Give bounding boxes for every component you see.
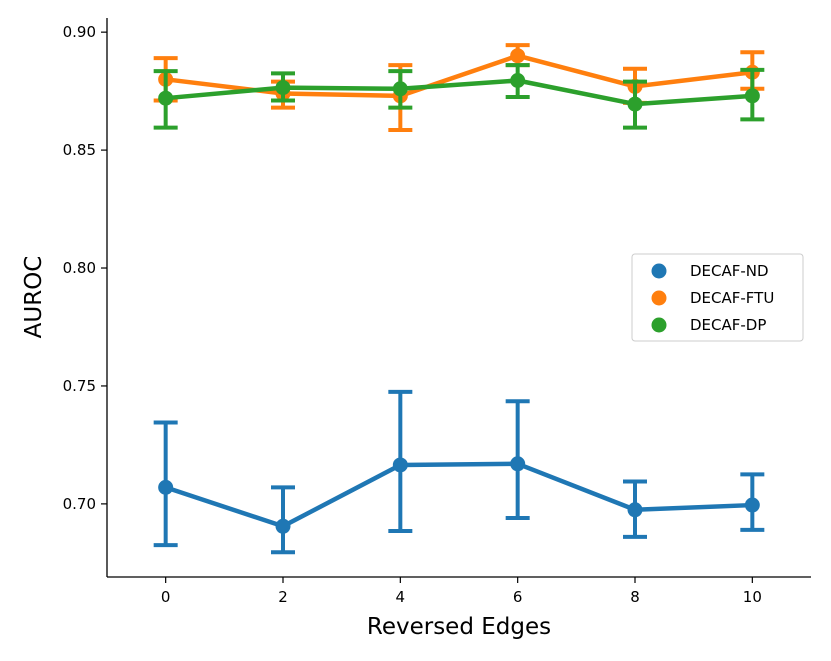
x-axis-title: Reversed Edges [367,614,551,640]
data-point [275,80,291,96]
plot-area [153,43,765,555]
axes: 0 2 4 6 8 10 0.70 0.75 0.80 0.85 0.90 Reversed Ed… [21,18,811,640]
x-tick-label: 8 [630,588,640,606]
y-tick-label: 0.85 [63,141,96,159]
data-point [744,88,760,104]
legend-marker [651,263,667,279]
data-point [627,502,643,518]
legend-label: DECAF-FTU [690,289,774,307]
legend-label: DECAF-ND [690,262,769,280]
x-tick-label: 2 [278,588,288,606]
series-decaf-dp [153,63,765,130]
series-line [165,78,753,107]
legend-frame [631,253,804,342]
y-tick-label: 0.90 [63,23,96,41]
data-point [510,73,526,89]
legend-marker [651,290,667,306]
y-tick-label: 0.70 [63,495,96,513]
y-ticks: 0.70 0.75 0.80 0.85 0.90 [63,23,107,513]
x-tick-label: 0 [161,588,171,606]
y-axis-title: AUROC [21,256,47,339]
x-tick-label: 4 [396,588,406,606]
x-tick-label: 6 [513,588,523,606]
data-point [392,457,408,473]
data-point [510,48,526,64]
series-decaf-nd [153,389,765,555]
legend-label: DECAF-DP [690,316,766,334]
y-tick-label: 0.75 [63,377,96,395]
y-tick-label: 0.80 [63,259,96,277]
data-point [392,81,408,97]
legend: DECAF-ND DECAF-FTU DECAF-DP [631,253,804,342]
legend-marker [651,317,667,333]
x-tick-label: 10 [743,588,762,606]
series-line [164,461,753,529]
data-point [744,497,760,513]
data-point [275,518,291,534]
data-point [158,90,174,106]
data-point [627,96,643,112]
data-point [510,456,526,472]
x-ticks: 0 2 4 6 8 10 [161,577,762,606]
series-decaf-ftu [153,43,765,133]
data-point [158,479,174,495]
